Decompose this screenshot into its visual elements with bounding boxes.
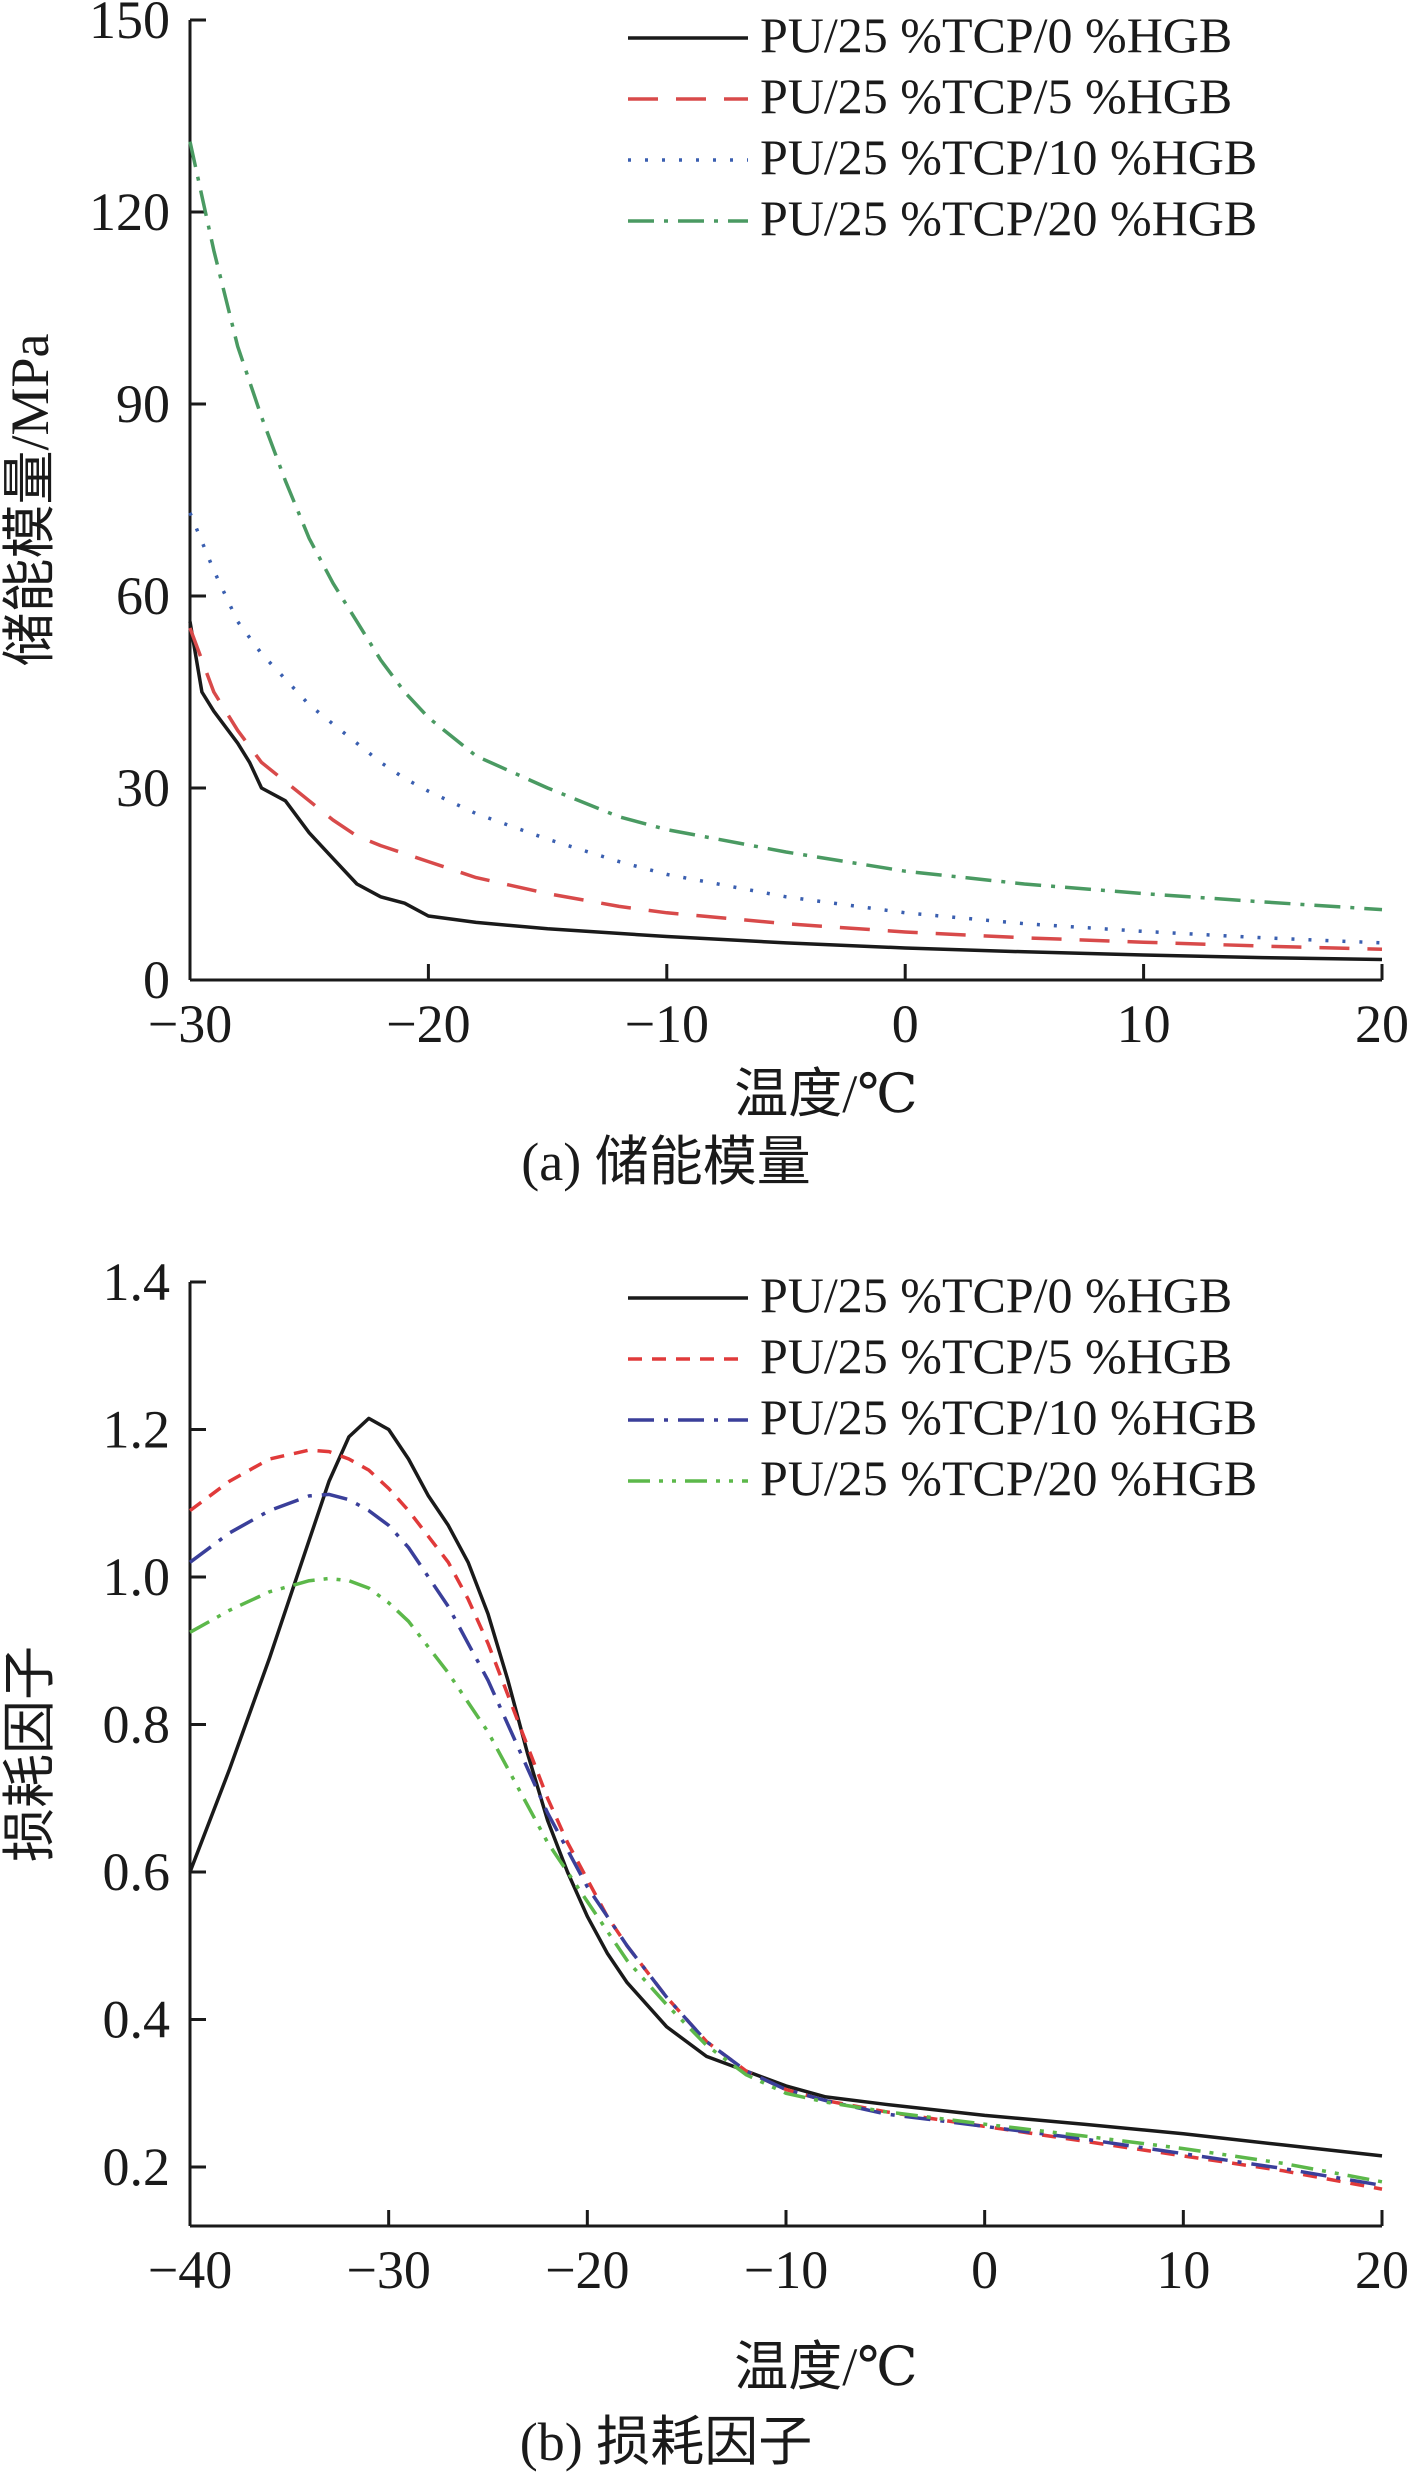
legend-label: PU/25 %TCP/10 %HGB [760,129,1257,185]
x-tick-label: −20 [386,994,470,1054]
series-line [188,621,1383,962]
y-tick-label: 1.2 [103,1400,171,1460]
series-line [188,1492,1383,2188]
series-line [188,1416,1383,2158]
legend-label: PU/25 %TCP/0 %HGB [760,1267,1232,1323]
y-axis-label: 损耗因子 [0,1646,60,1862]
chart-storage-modulus: −30 −20 −10 0 10 20 0 30 60 90 120 150 温度/℃ 储能模量/MPa (… [0,0,1409,1192]
legend-label: PU/25 %TCP/20 %HGB [760,190,1257,246]
legend-label: PU/25 %TCP/5 %HGB [760,68,1232,124]
chart-caption: (b) 损耗因子 [520,2412,812,2472]
x-tick-label: 10 [1156,2240,1210,2300]
x-tick-label: −40 [148,2240,232,2300]
y-tick-label: 0.8 [103,1695,171,1755]
x-tick-label: −20 [545,2240,629,2300]
y-tick-label: 120 [89,182,170,242]
x-tick-label: 10 [1117,994,1171,1054]
x-tick-label: 20 [1355,994,1409,1054]
series-line [188,141,1383,912]
chart-loss-factor: −40 −30 −20 −10 0 10 20 0.2 0.4 0.6 0.8 1.0 1.2 1.4 温度… [0,1252,1409,2472]
y-tick-label: 90 [116,374,170,434]
x-axis-label: 温度/℃ [734,1064,917,1124]
y-tick-label: 30 [116,758,170,818]
x-tick-label: −30 [148,994,232,1054]
series-line [189,1576,1383,2184]
y-tick-label: 0 [143,950,170,1010]
y-tick-label: 0.4 [103,1990,171,2050]
legend-label: PU/25 %TCP/20 %HGB [760,1450,1257,1506]
chart-caption: (a) 储能模量 [521,1132,810,1192]
x-tick-label: −10 [625,994,709,1054]
x-axis-label: 温度/℃ [734,2337,917,2397]
x-tick-label: 0 [971,2240,998,2300]
legend-label: PU/25 %TCP/0 %HGB [760,7,1232,63]
series-line [188,512,1383,945]
x-tick-label: 20 [1355,2240,1409,2300]
legend-label: PU/25 %TCP/5 %HGB [760,1328,1232,1384]
series-line [188,1448,1383,2191]
y-tick-label: 1.0 [103,1547,171,1607]
y-tick-label: 150 [89,0,170,50]
x-tick-label: −10 [744,2240,828,2300]
y-axis-label: 储能模量/MPa [0,333,60,666]
series-line [188,627,1383,952]
legend-label: PU/25 %TCP/10 %HGB [760,1389,1257,1445]
y-tick-label: 0.2 [103,2137,171,2197]
y-tick-label: 60 [116,566,170,626]
y-tick-label: 0.6 [103,1842,171,1902]
x-tick-label: −30 [346,2240,430,2300]
y-tick-label: 1.4 [103,1252,171,1312]
x-tick-label: 0 [892,994,919,1054]
